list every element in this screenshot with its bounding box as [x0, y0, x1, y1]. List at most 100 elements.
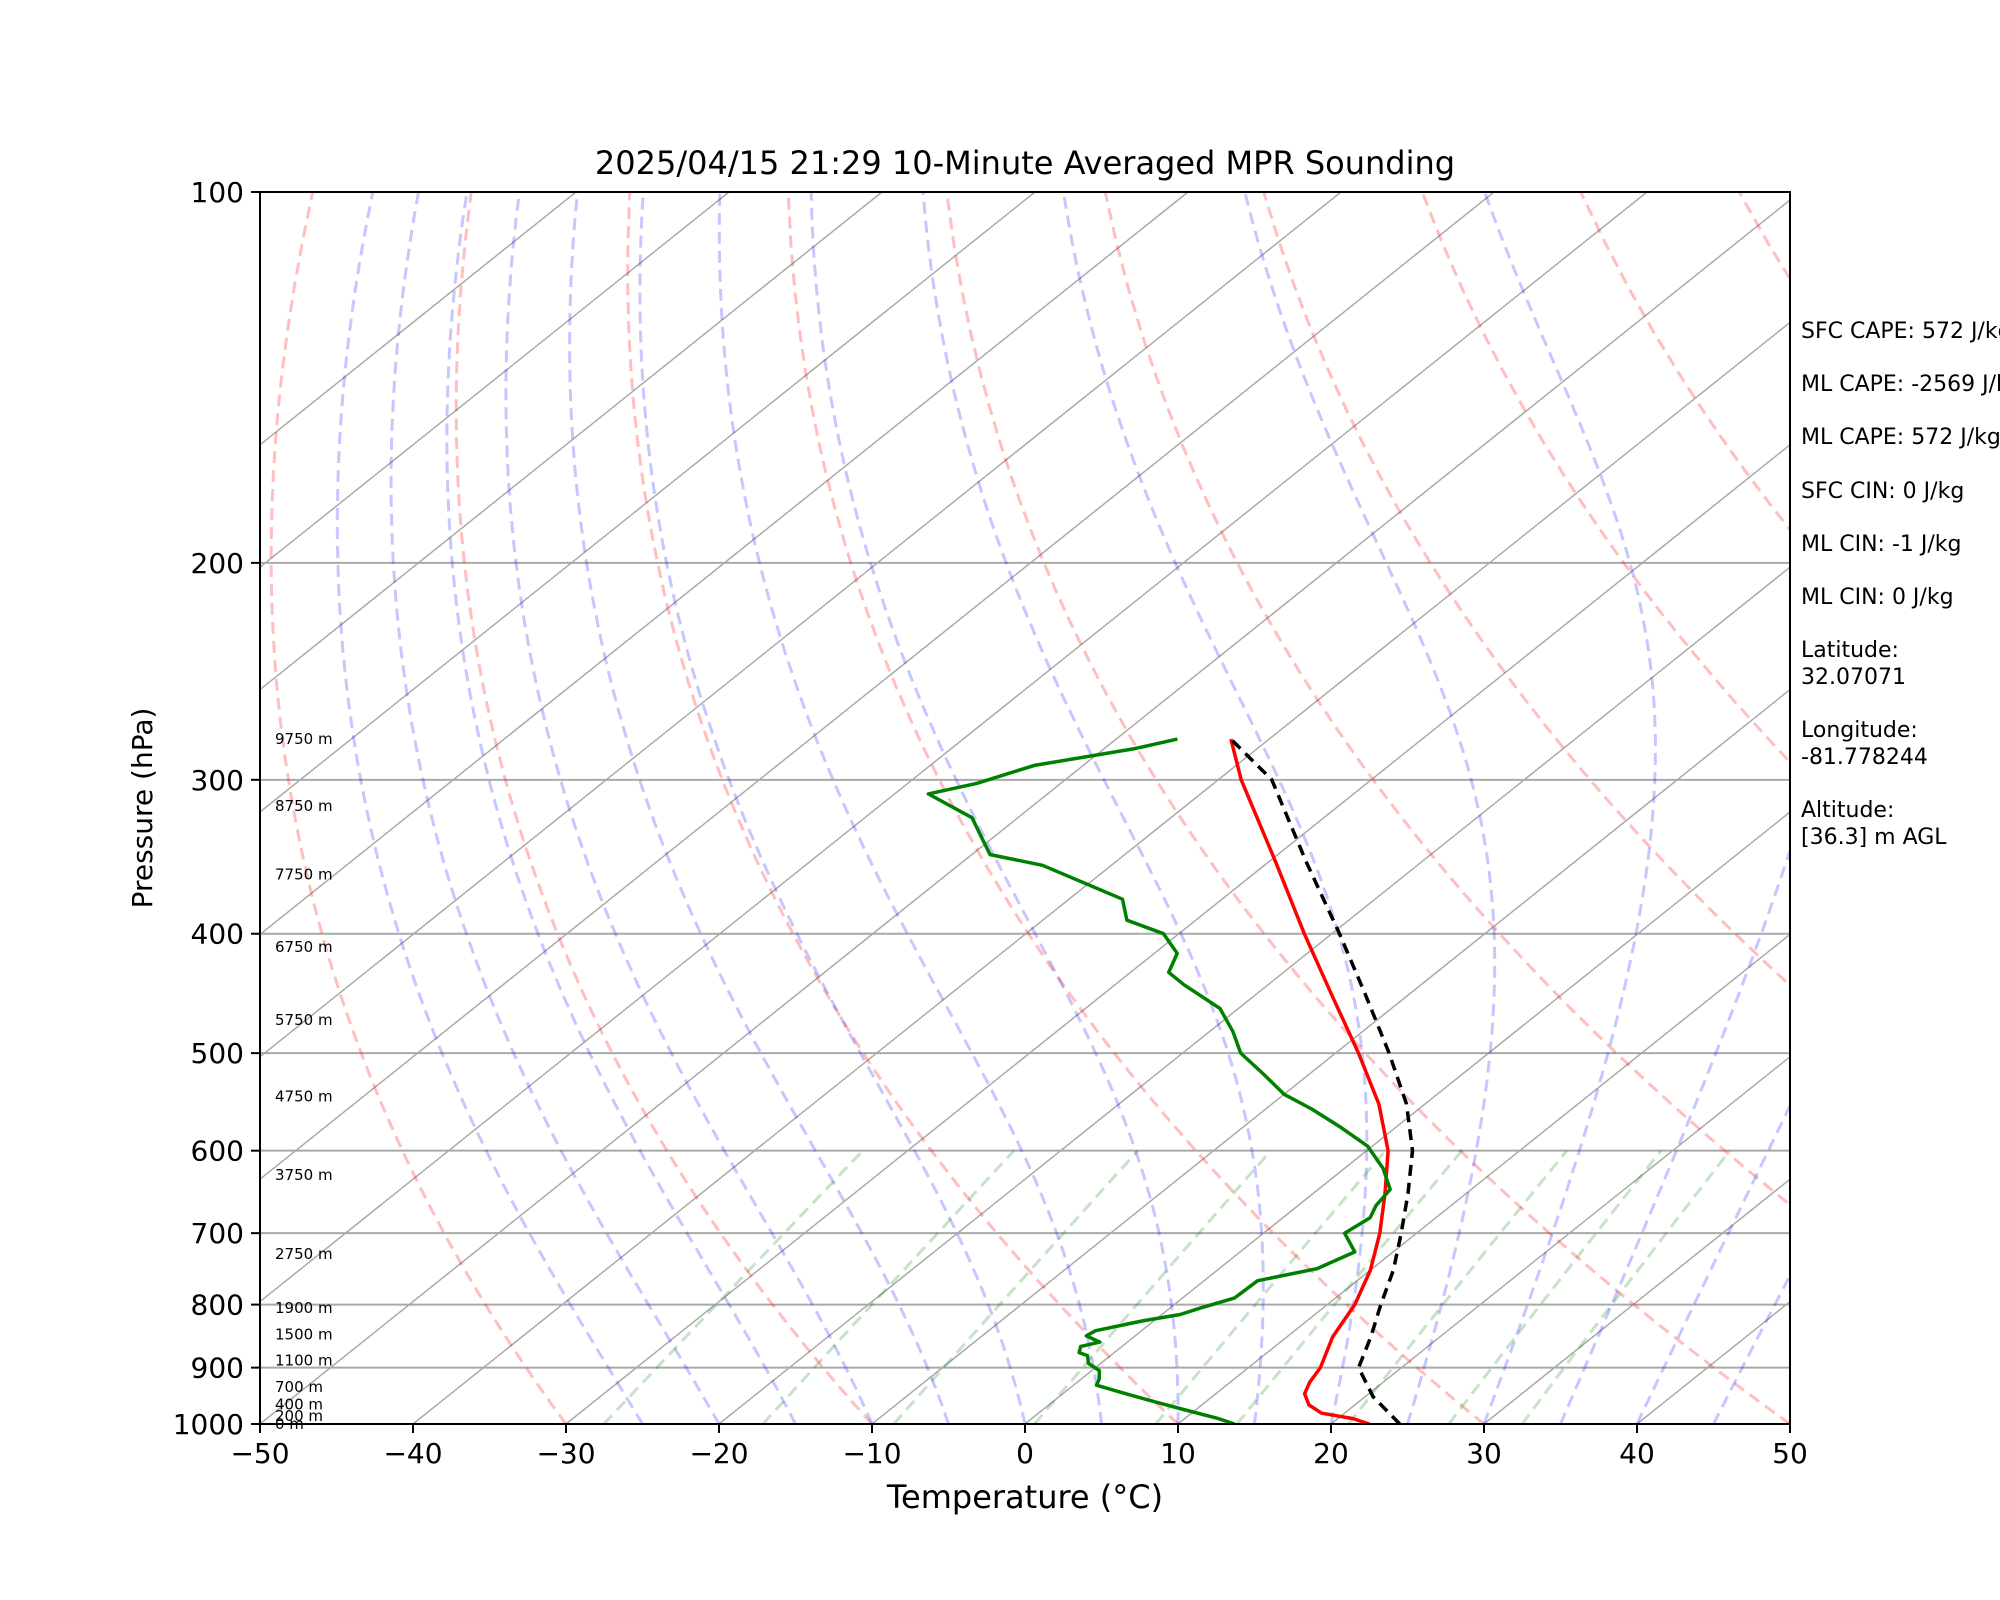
height-label: 3750 m — [275, 1166, 333, 1184]
x-tick-label: 20 — [1313, 1437, 1349, 1470]
longitude-value: -81.778244 — [1801, 745, 1928, 770]
chart-title: 2025/04/15 21:29 10-Minute Averaged MPR … — [595, 144, 1455, 182]
ml-cin-text-2: ML CIN: 0 J/kg — [1801, 585, 1954, 610]
height-label: 9750 m — [275, 730, 333, 748]
longitude-label: Longitude: — [1801, 718, 1918, 743]
y-tick-label: 600 — [191, 1135, 244, 1168]
moist-adiabat — [809, 192, 1180, 1424]
ml-cin-text: ML CIN: -1 J/kg — [1801, 532, 1961, 557]
x-tick-label: 0 — [1016, 1437, 1034, 1470]
height-label: 7750 m — [275, 865, 333, 883]
dry-adiabat — [1420, 192, 1790, 765]
height-label: 5750 m — [275, 1011, 333, 1029]
y-axis-label: Pressure (hPa) — [126, 708, 159, 909]
dewpoint-profile — [926, 737, 1392, 1424]
x-tick-label: −40 — [383, 1437, 442, 1470]
height-label: 1100 m — [275, 1351, 333, 1369]
x-tick-label: −20 — [689, 1437, 748, 1470]
height-label: 4750 m — [275, 1087, 333, 1105]
height-label: 200 m — [275, 1407, 323, 1425]
x-axis-label: Temperature (°C) — [886, 1478, 1163, 1516]
x-tick-label: −10 — [842, 1437, 901, 1470]
y-tick-label: 700 — [191, 1217, 244, 1250]
mixing-ratio-line — [1235, 1149, 1464, 1424]
isotherm — [412, 321, 1790, 1424]
y-tick-label: 1000 — [173, 1408, 244, 1441]
x-tick-label: 10 — [1160, 1437, 1196, 1470]
latitude-label: Latitude: — [1801, 638, 1899, 663]
moist-adiabat — [1062, 192, 1369, 1424]
y-tick-label: 800 — [191, 1289, 244, 1322]
moist-adiabat — [1243, 192, 1497, 1424]
isotherm — [260, 192, 1495, 1181]
altitude-value: [36.3] m AGL — [1801, 825, 1947, 850]
y-tick-label: 100 — [191, 176, 244, 209]
isotherm — [1330, 1055, 1790, 1424]
moist-adiabat — [1635, 1102, 1790, 1424]
x-tick-label: −30 — [536, 1437, 595, 1470]
moist-adiabat — [1482, 192, 1657, 1424]
ml-cape-text: ML CAPE: -2569 J/kg — [1801, 372, 2000, 397]
parcel-profile — [1229, 737, 1415, 1424]
dry-adiabat — [269, 192, 568, 1424]
mixing-ratio-line — [761, 1149, 1016, 1424]
moist-adiabat — [568, 192, 950, 1424]
mixing-ratio-line — [602, 1149, 864, 1424]
isotherm — [260, 192, 730, 569]
mixing-ratio-line — [1033, 1149, 1272, 1424]
y-tick-label: 400 — [191, 918, 244, 951]
dry-adiabat — [786, 192, 1485, 1424]
moist-adiabat — [638, 192, 1027, 1424]
x-tick-label: 40 — [1619, 1437, 1655, 1470]
height-label: 700 m — [275, 1378, 323, 1396]
moist-adiabat — [445, 192, 797, 1424]
mixing-ratio-line — [1447, 1149, 1663, 1424]
sfc-cape-text: SFC CAPE: 572 J/kg — [1801, 319, 2000, 344]
height-label: 1900 m — [275, 1299, 333, 1317]
dry-adiabat — [454, 192, 874, 1424]
isotherm — [1483, 1178, 1790, 1424]
isotherm — [260, 192, 883, 691]
altitude-label: Altitude: — [1801, 798, 1894, 823]
isotherm — [260, 192, 1189, 936]
mixing-ratio-line — [1520, 1149, 1731, 1424]
mixing-ratio-line — [1347, 1149, 1568, 1424]
height-label: 2750 m — [275, 1245, 333, 1263]
mixing-ratio-line — [1154, 1149, 1387, 1424]
isotherm — [871, 688, 1790, 1424]
moist-adiabat — [1559, 845, 1790, 1424]
moist-adiabat — [921, 192, 1265, 1424]
height-label: 6750 m — [275, 938, 333, 956]
y-tick-label: 900 — [191, 1352, 244, 1385]
x-tick-label: −50 — [230, 1437, 289, 1470]
dry-adiabat — [945, 192, 1790, 1424]
moist-adiabat — [389, 192, 721, 1424]
isotherm — [260, 192, 1036, 813]
y-tick-label: 200 — [191, 547, 244, 580]
isotherm — [260, 192, 1342, 1058]
isotherm — [260, 192, 577, 446]
moist-adiabat — [504, 192, 874, 1424]
dry-adiabat — [626, 192, 1180, 1424]
isotherm — [1024, 811, 1790, 1424]
y-tick-label: 500 — [191, 1037, 244, 1070]
dry-adiabat — [1103, 192, 1790, 1207]
dry-adiabat — [1262, 192, 1790, 988]
height-label: 400 m — [275, 1395, 323, 1413]
isotherm — [718, 566, 1790, 1424]
moist-adiabat — [1712, 1272, 1790, 1424]
isotherm — [565, 443, 1790, 1424]
temperature-profile — [1229, 738, 1390, 1424]
moist-adiabat — [335, 192, 644, 1424]
moist-adiabat — [717, 192, 1103, 1424]
sfc-cin-text: SFC CIN: 0 J/kg — [1801, 479, 1964, 504]
isotherm — [260, 199, 1790, 1424]
isotherm — [260, 192, 1648, 1303]
ml-cape-text-2: ML CAPE: 572 J/kg — [1801, 425, 2000, 450]
x-tick-label: 50 — [1772, 1437, 1808, 1470]
height-label: 8750 m — [275, 797, 333, 815]
mixing-ratio-line — [892, 1149, 1139, 1424]
isotherm — [1177, 933, 1790, 1424]
latitude-value: 32.07071 — [1801, 665, 1906, 690]
